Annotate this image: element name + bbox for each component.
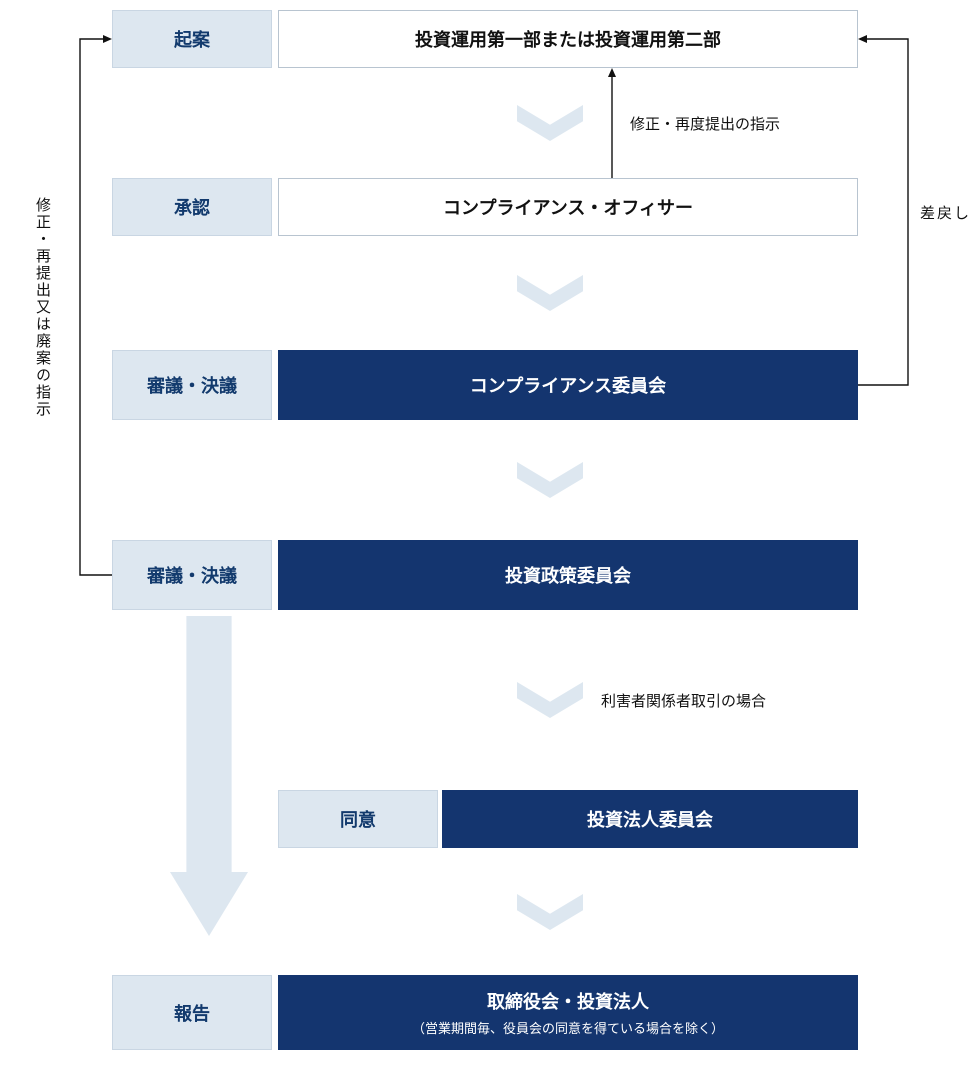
chevron-r2-r3 [517, 275, 583, 316]
chevron-r4-r5 [517, 682, 583, 723]
label-r2: 承認 [112, 178, 272, 236]
chevron-r5-r6 [517, 894, 583, 935]
up-arrow [0, 0, 978, 1066]
main-r3: コンプライアンス委員会 [278, 350, 858, 420]
long-chevron [170, 616, 248, 941]
chevron-r1-r2 [517, 105, 583, 146]
flowchart-canvas: 修正・再提出又は廃案の指示 差戻し 修正・再度提出の指示 起案投資運用第一部また… [0, 0, 978, 1066]
label-r1: 起案 [112, 10, 272, 68]
main-r5: 投資法人委員会 [442, 790, 858, 848]
chevron-r3-r4 [517, 462, 583, 503]
main-r6: 取締役会・投資法人（営業期間毎、役員会の同意を得ている場合を除く） [278, 975, 858, 1050]
r4r5-annot: 利害者関係者取引の場合 [601, 690, 766, 711]
main-r1: 投資運用第一部または投資運用第二部 [278, 10, 858, 68]
label-r6: 報告 [112, 975, 272, 1050]
label-r4: 審議・決議 [112, 540, 272, 610]
label-r5: 同意 [278, 790, 438, 848]
main-r4: 投資政策委員会 [278, 540, 858, 610]
label-r3: 審議・決議 [112, 350, 272, 420]
main-r2: コンプライアンス・オフィサー [278, 178, 858, 236]
up-arrow-annot: 修正・再度提出の指示 [630, 113, 780, 134]
